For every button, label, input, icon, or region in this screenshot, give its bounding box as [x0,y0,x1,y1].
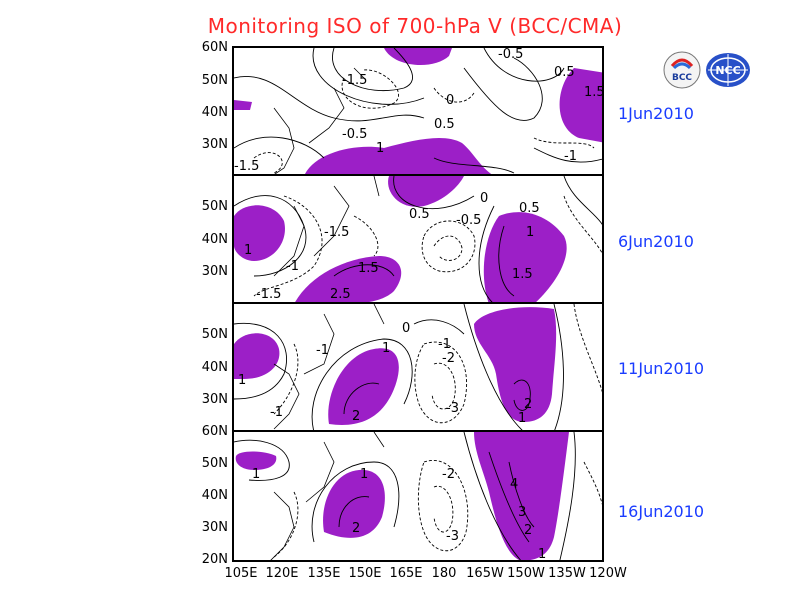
y-label: 50N [201,199,228,214]
y-label: 40N [201,488,228,503]
contour-label: -1.5 [234,159,259,174]
contour-label: -1.5 [342,73,367,88]
contour-label: -1 [270,405,283,420]
contour-label: 0.5 [554,65,575,80]
x-label: 165E [389,566,423,581]
x-label: 150E [348,566,382,581]
contour-label: 1 [360,467,368,482]
y-label: 40N [201,360,228,375]
svg-text:NCC: NCC [715,64,740,77]
contour-label: 0.5 [519,201,540,216]
bcc-logo: BCC [662,50,702,90]
x-label: 120W [589,566,627,581]
map-panel-3: 1 -1 1 2 0 -1 -2 -3 2 1 -1 [232,302,604,432]
contour-label: -2 [442,351,455,366]
contour-label: -1.5 [256,287,281,302]
contour-label: -1 [564,149,577,164]
contour-label: 0 [402,321,410,336]
contour-label: 1 [518,411,526,426]
x-label: 105E [224,566,258,581]
panel-1-map: -1.5 0 -0.5 0.5 1 -1.5 -0.5 0.5 1.5 -1 [234,48,604,174]
contour-label: -3 [446,529,459,544]
y-label: 40N [201,105,228,120]
contour-label: 2 [524,397,532,412]
contour-label: -1.5 [324,225,349,240]
contour-label: -2 [442,467,455,482]
contour-label: 1 [526,225,534,240]
contour-label: -0.5 [456,213,481,228]
y-label: 60N [201,40,228,55]
map-panel-4: 1 1 2 -2 -3 4 3 2 1 [232,430,604,562]
contour-label: 2 [352,521,360,536]
contour-label: -1 [438,337,451,352]
contour-label: 1 [238,373,246,388]
contour-label: 0.5 [434,117,455,132]
y-label: 30N [201,520,228,535]
x-label: 135W [548,566,586,581]
x-label: 135E [307,566,341,581]
y-label: 50N [201,456,228,471]
panel-3-map: 1 -1 1 2 0 -1 -2 -3 2 1 -1 [234,304,602,430]
contour-label: 2 [352,409,360,424]
contour-label: 4 [510,477,518,492]
y-label: 20N [201,552,228,567]
svg-text:BCC: BCC [672,73,692,83]
x-label: 180 [431,566,457,581]
y-label: 50N [201,73,228,88]
y-label: 40N [201,232,228,247]
contour-label: -3 [446,401,459,416]
y-label: 30N [201,264,228,279]
y-label: 30N [201,137,228,152]
ncc-logo: NCC [704,50,752,90]
panel-2-map: 1 -1.5 -1 -1.5 1.5 2.5 0 0.5 -0.5 0.5 1 … [234,176,602,302]
panel-date: 1Jun2010 [618,104,694,123]
contour-label: 1 [538,547,546,562]
panel-4-map: 1 1 2 -2 -3 4 3 2 1 [234,432,602,562]
contour-label: 1 [382,341,390,356]
y-label: 30N [201,392,228,407]
contour-label: 0 [480,191,488,206]
contour-label: 3 [518,505,526,520]
panel-date: 16Jun2010 [618,502,705,521]
contour-label: 1 [244,243,252,258]
y-label: 60N [201,424,228,439]
contour-label: 1.5 [584,85,604,100]
chart-title: Monitoring ISO of 700-hPa V (BCC/CMA) [207,14,623,38]
contour-label: 2.5 [330,287,351,302]
contour-label: -0.5 [498,48,523,62]
panel-date: 11Jun2010 [618,359,705,378]
y-label: 50N [201,327,228,342]
contour-label: 1 [252,467,260,482]
contour-label: -1 [316,343,329,358]
contour-label: 0 [446,93,454,108]
x-label: 150W [507,566,545,581]
map-panel-2: 1 -1.5 -1 -1.5 1.5 2.5 0 0.5 -0.5 0.5 1 … [232,174,604,304]
contour-label: -0.5 [342,127,367,142]
contour-label: 1.5 [358,261,379,276]
contour-label: 0.5 [409,207,430,222]
x-label: 165W [466,566,504,581]
map-panel-1: -1.5 0 -0.5 0.5 1 -1.5 -0.5 0.5 1.5 -1 [232,46,604,176]
contour-label: 1 [376,141,384,156]
contour-label: 1.5 [512,267,533,282]
panel-date: 6Jun2010 [618,232,694,251]
x-label: 120E [265,566,299,581]
contour-label: 2 [524,523,532,538]
contour-label: -1 [286,259,299,274]
